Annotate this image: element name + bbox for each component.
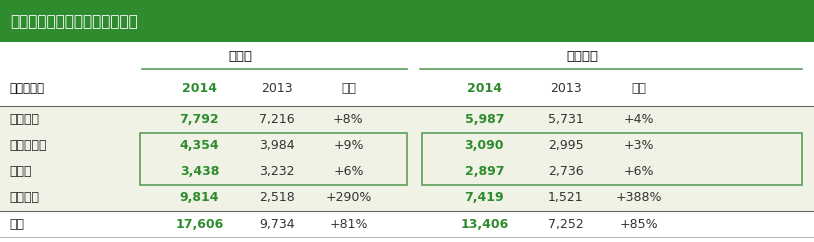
Text: 9,734: 9,734 (259, 218, 295, 231)
Text: 2,995: 2,995 (548, 139, 584, 152)
Text: 2014: 2014 (182, 83, 217, 95)
Text: 物業銷售: 物業銷售 (10, 191, 40, 204)
Text: 3,090: 3,090 (465, 139, 504, 152)
Text: 7,252: 7,252 (548, 218, 584, 231)
Text: 變幅: 變幅 (341, 83, 356, 95)
Text: 港幣百萬元: 港幣百萬元 (10, 83, 45, 95)
Text: +85%: +85% (619, 218, 659, 231)
Text: 5,731: 5,731 (548, 113, 584, 126)
Text: +8%: +8% (333, 113, 364, 126)
Text: +6%: +6% (333, 165, 364, 178)
Bar (0, 159, 814, 185)
Text: 2013: 2013 (261, 83, 292, 95)
Bar (0, 185, 814, 211)
Text: 9,814: 9,814 (180, 191, 219, 204)
Text: +6%: +6% (624, 165, 654, 178)
Text: +3%: +3% (624, 139, 654, 152)
Text: +9%: +9% (333, 139, 364, 152)
Text: 2014: 2014 (467, 83, 501, 95)
Text: 7,792: 7,792 (180, 113, 219, 126)
Bar (0, 106, 814, 133)
Text: 2,518: 2,518 (259, 191, 295, 204)
Text: 4,354: 4,354 (180, 139, 219, 152)
Text: 13,406: 13,406 (460, 218, 509, 231)
Text: +290%: +290% (326, 191, 371, 204)
Text: 中國內地: 中國內地 (10, 139, 47, 152)
Text: 本集團的營業額及營業溢利分析: 本集團的營業額及營業溢利分析 (10, 14, 138, 29)
Bar (422, 133, 802, 185)
Text: +4%: +4% (624, 113, 654, 126)
Text: 物業租賃: 物業租賃 (10, 113, 40, 126)
Text: 1,521: 1,521 (548, 191, 584, 204)
Text: 17,606: 17,606 (175, 218, 224, 231)
Text: 2,736: 2,736 (548, 165, 584, 178)
Text: 營業溢利: 營業溢利 (566, 50, 598, 63)
Text: 7,216: 7,216 (259, 113, 295, 126)
Text: 香港: 香港 (10, 165, 33, 178)
Bar (0, 0, 814, 42)
Bar (140, 133, 407, 185)
Text: +81%: +81% (329, 218, 368, 231)
Text: 5,987: 5,987 (465, 113, 504, 126)
Bar (0, 133, 814, 159)
Text: 2013: 2013 (550, 83, 581, 95)
Text: 7,419: 7,419 (465, 191, 504, 204)
Text: 3,984: 3,984 (259, 139, 295, 152)
Text: +388%: +388% (615, 191, 663, 204)
Text: 營業額: 營業額 (228, 50, 252, 63)
Text: 變幅: 變幅 (632, 83, 646, 95)
Text: 3,438: 3,438 (180, 165, 219, 178)
Text: 總計: 總計 (10, 218, 24, 231)
Text: 3,232: 3,232 (259, 165, 295, 178)
Text: 2,897: 2,897 (465, 165, 504, 178)
